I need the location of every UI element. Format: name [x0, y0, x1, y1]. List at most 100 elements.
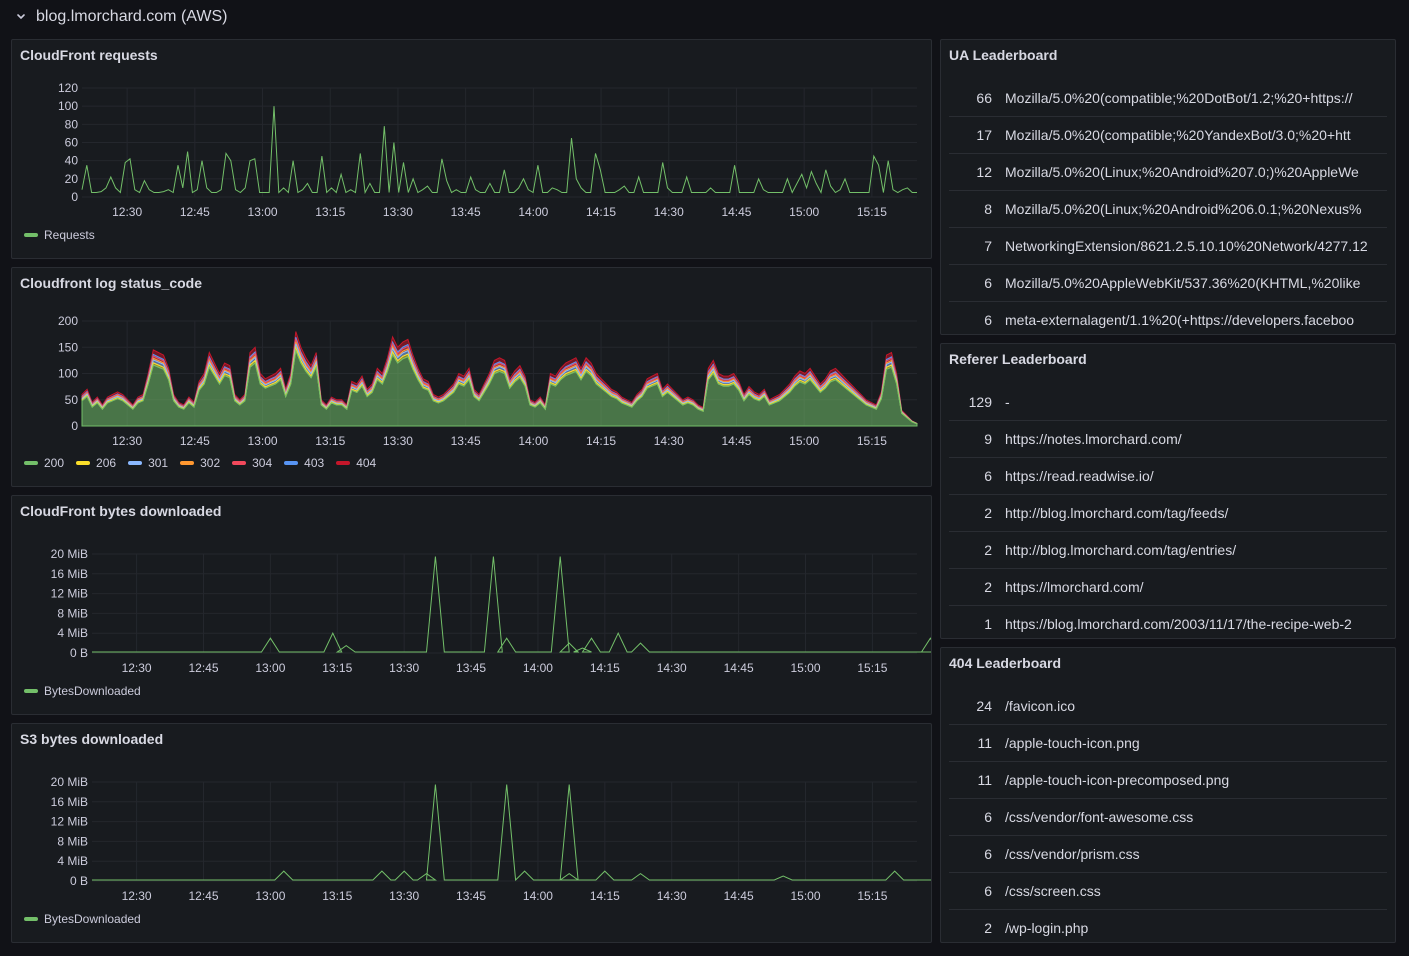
- row-label: http://blog.lmorchard.com/tag/feeds/: [1005, 505, 1229, 521]
- status-code-chart[interactable]: 0 50 100 150 200 12:30 12:45 13:00 13:15 13:30 13:…: [12, 268, 932, 487]
- panel-title: Referer Leaderboard: [949, 351, 1087, 367]
- legend-label: 302: [200, 456, 221, 470]
- legend-item-200[interactable]: 200: [24, 456, 64, 470]
- legend-label: 301: [148, 456, 169, 470]
- table-row[interactable]: 6 https://read.readwise.io/: [949, 458, 1387, 495]
- row-count: 8: [984, 201, 992, 217]
- legend: 200 206 301 302 304 403 404: [24, 456, 376, 470]
- table-row[interactable]: 2/wp-login.php: [949, 910, 1387, 942]
- x-tick-label: 15:00: [789, 434, 819, 448]
- x-tick-label: 12:45: [180, 205, 210, 219]
- table-row[interactable]: 6/css/vendor/prism.css: [949, 836, 1387, 873]
- table-row[interactable]: 11/apple-touch-icon-precomposed.png: [949, 762, 1387, 799]
- x-tick-label: 14:30: [654, 434, 684, 448]
- row-count: 11: [977, 735, 992, 751]
- legend-label: 206: [96, 456, 117, 470]
- legend-label: 403: [304, 456, 325, 470]
- x-tick-label: 12:30: [112, 205, 142, 219]
- table-row[interactable]: 2 https://lmorchard.com/: [949, 569, 1387, 606]
- chevron-down-icon[interactable]: [14, 10, 28, 24]
- series-line-bytes[interactable]: [92, 784, 932, 882]
- panel-referer-leaderboard[interactable]: Referer Leaderboard 129- 9 https://notes.l…: [940, 343, 1396, 639]
- table-row[interactable]: 2 http://blog.lmorchard.com/tag/entries/: [949, 532, 1387, 569]
- legend: BytesDownloaded: [24, 684, 141, 698]
- table-row[interactable]: 24/favicon.ico: [949, 688, 1387, 725]
- table-row[interactable]: 2 http://blog.lmorchard.com/tag/feeds/: [949, 495, 1387, 532]
- legend-item-bytes[interactable]: BytesDownloaded: [24, 912, 141, 926]
- panel-cloudfront-requests[interactable]: CloudFront requests 0 20 40 60 80 100 120 12:30…: [11, 39, 932, 259]
- row-count: 6: [984, 809, 992, 825]
- legend-item-404[interactable]: 404: [336, 456, 376, 470]
- y-tick-label: 200: [58, 314, 78, 328]
- legend-item-requests[interactable]: Requests: [24, 228, 95, 242]
- row-header[interactable]: blog.lmorchard.com (AWS): [14, 4, 227, 30]
- y-tick-label: 16 MiB: [51, 567, 88, 581]
- y-tick-label: 4 MiB: [57, 626, 88, 640]
- panel-s3-bytes[interactable]: S3 bytes downloaded 0 B 4 MiB 8 MiB 12 MiB 1…: [11, 723, 932, 943]
- row-label: -: [1005, 394, 1010, 410]
- row-label: https://read.readwise.io/: [1005, 468, 1154, 484]
- y-tick-label: 8 MiB: [57, 834, 88, 848]
- x-tick-label: 14:30: [657, 889, 687, 903]
- table-row[interactable]: 7 NetworkingExtension/8621.2.5.10.10%20Ne…: [949, 228, 1387, 265]
- row-label: Mozilla/5.0%20(compatible;%20YandexBot/3…: [1005, 127, 1351, 143]
- row-count: 17: [976, 127, 992, 143]
- x-tick-label: 14:45: [724, 661, 754, 675]
- panel-ua-leaderboard[interactable]: UA Leaderboard 66 Mozilla/5.0%20(compatib…: [940, 39, 1396, 335]
- x-tick-label: 13:15: [315, 205, 345, 219]
- requests-chart[interactable]: 0 20 40 60 80 100 120 12:30 12:45 13:00 13:15 13:30…: [12, 40, 932, 259]
- series-line-bytes[interactable]: [92, 556, 932, 653]
- legend-item-304[interactable]: 304: [232, 456, 272, 470]
- legend-item-302[interactable]: 302: [180, 456, 220, 470]
- y-tick-label: 60: [65, 136, 79, 150]
- x-tick-label: 14:30: [657, 661, 687, 675]
- table-row[interactable]: 1 https://blog.lmorchard.com/2003/11/17/t…: [949, 606, 1387, 638]
- table-row[interactable]: 129-: [949, 384, 1387, 421]
- leaderboard-table: 24/favicon.ico 11/apple-touch-icon.png 11/…: [949, 688, 1387, 942]
- x-tick-label: 14:00: [523, 661, 553, 675]
- series-line-requests[interactable]: [81, 106, 917, 195]
- table-row[interactable]: 6/css/screen.css: [949, 873, 1387, 910]
- table-row[interactable]: 11/apple-touch-icon.png: [949, 725, 1387, 762]
- cf-bytes-chart[interactable]: 0 B 4 MiB 8 MiB 12 MiB 16 MiB 20 MiB 12:30 12:4…: [12, 496, 932, 715]
- x-tick-label: 15:00: [790, 661, 820, 675]
- legend: Requests: [24, 228, 95, 242]
- legend-swatch: [284, 461, 299, 465]
- legend-item-bytes[interactable]: BytesDownloaded: [24, 684, 141, 698]
- table-row[interactable]: 6 Mozilla/5.0%20AppleWebKit/537.36%20(KHT…: [949, 265, 1387, 302]
- panel-status-code[interactable]: Cloudfront log status_code 0 50 100 150 200 1…: [11, 267, 932, 487]
- x-tick-label: 12:45: [188, 889, 218, 903]
- table-row[interactable]: 9 https://notes.lmorchard.com/: [949, 421, 1387, 458]
- series-area-200[interactable]: [81, 348, 918, 427]
- row-label: Mozilla/5.0%20(compatible;%20DotBot/1.2;…: [1005, 90, 1353, 106]
- x-tick-label: 13:15: [322, 661, 352, 675]
- x-tick-label: 13:00: [255, 889, 285, 903]
- row-label: https://notes.lmorchard.com/: [1005, 431, 1182, 447]
- table-row[interactable]: 66 Mozilla/5.0%20(compatible;%20DotBot/1.…: [949, 80, 1387, 117]
- table-row[interactable]: 8 Mozilla/5.0%20(Linux;%20Android%206.0.1…: [949, 191, 1387, 228]
- table-row[interactable]: 17 Mozilla/5.0%20(compatible;%20YandexBot…: [949, 117, 1387, 154]
- row-count: 11: [977, 772, 992, 788]
- legend-label: Requests: [44, 228, 95, 242]
- row-count: 6: [984, 883, 992, 899]
- leaderboard-table: 129- 9 https://notes.lmorchard.com/6 https:…: [949, 384, 1387, 638]
- y-tick-label: 20: [65, 172, 79, 186]
- x-tick-label: 14:15: [590, 889, 620, 903]
- s3-bytes-chart[interactable]: 0 B 4 MiB 8 MiB 12 MiB 16 MiB 20 MiB 12:30 12:4…: [12, 724, 932, 943]
- legend-item-403[interactable]: 403: [284, 456, 324, 470]
- x-tick-label: 14:00: [523, 889, 553, 903]
- panel-title: 404 Leaderboard: [949, 655, 1062, 671]
- legend-item-301[interactable]: 301: [128, 456, 168, 470]
- legend-swatch: [24, 461, 38, 465]
- panel-cloudfront-bytes[interactable]: CloudFront bytes downloaded 0 B 4 MiB 8 Mi…: [11, 495, 932, 715]
- x-tick-label: 13:00: [248, 434, 278, 448]
- x-tick-label: 12:30: [122, 661, 152, 675]
- table-row[interactable]: 6/css/vendor/font-awesome.css: [949, 799, 1387, 836]
- table-row[interactable]: 12 Mozilla/5.0%20(Linux;%20Android%207.0;…: [949, 154, 1387, 191]
- panel-404-leaderboard[interactable]: 404 Leaderboard 24/favicon.ico 11/apple-t…: [940, 647, 1396, 943]
- table-row[interactable]: 6 meta-externalagent/1.1%20(+https://deve…: [949, 302, 1387, 334]
- row-label: /favicon.ico: [1005, 698, 1076, 714]
- legend-item-206[interactable]: 206: [76, 456, 116, 470]
- x-tick-label: 15:15: [857, 661, 887, 675]
- x-tick-label: 12:30: [122, 889, 152, 903]
